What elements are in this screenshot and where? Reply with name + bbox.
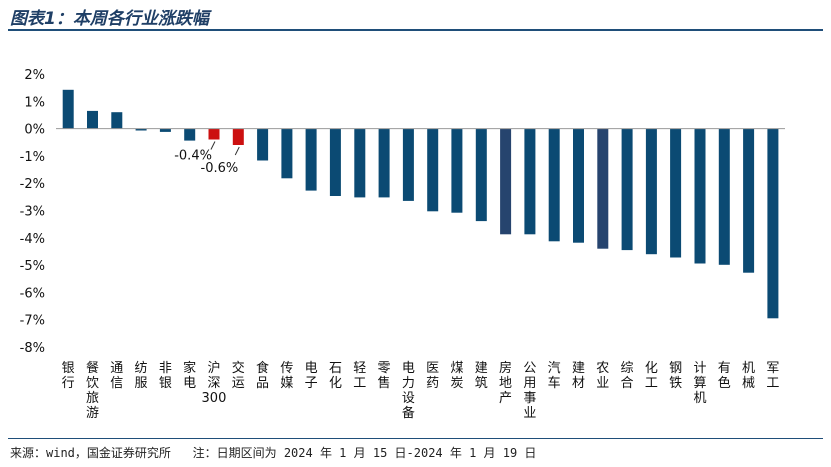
data-label: -0.6% <box>201 161 239 176</box>
category-label: 机械 <box>742 361 755 391</box>
category-label: 计算机 <box>693 361 706 406</box>
category-label: 军工 <box>766 361 779 391</box>
y-tick-label: 0% <box>24 123 45 138</box>
bar-煤炭 <box>451 128 463 213</box>
bar-series <box>62 89 779 319</box>
category-label: 餐饮旅游 <box>86 360 99 421</box>
bar-建材 <box>573 128 584 243</box>
bar-轻工 <box>354 128 366 198</box>
category-label: 房地产 <box>499 360 512 406</box>
category-label: 家电 <box>183 360 196 391</box>
y-tick-label: -8% <box>20 341 45 356</box>
category-label: 钢铁 <box>669 361 682 391</box>
bar-非银 <box>159 128 171 132</box>
category-label: 传媒 <box>280 361 293 391</box>
category-label: 化工 <box>645 361 658 391</box>
bar-计算机 <box>694 128 706 264</box>
bar-食品 <box>257 128 269 161</box>
y-tick-label: -3% <box>20 205 45 220</box>
bar-机械 <box>743 128 755 273</box>
bar-化工 <box>645 128 657 255</box>
bar-沪深300 <box>208 128 220 140</box>
y-tick-label: -4% <box>20 232 45 247</box>
category-label: 非银 <box>159 361 172 391</box>
y-axis: 2% 1% 0% -1% -2% -3% -4% -5% -6% -7% -8% <box>20 68 45 356</box>
category-label: 银行 <box>62 361 75 391</box>
bar-家电 <box>184 128 196 141</box>
bar-建筑 <box>475 128 487 222</box>
bar-有色 <box>718 128 730 265</box>
bar-医药 <box>427 128 439 212</box>
category-label: 建材 <box>572 361 585 391</box>
category-label: 通信 <box>110 361 123 391</box>
y-tick-label: 1% <box>24 95 45 110</box>
bar-交运 <box>232 128 244 145</box>
chart-title: 图表1：本周各行业涨跌幅 <box>10 9 209 29</box>
data-labels: -0.4%-0.6% <box>174 141 240 176</box>
bar-餐饮旅游 <box>87 110 98 129</box>
y-tick-label: -6% <box>20 286 45 301</box>
y-tick-label: 2% <box>24 68 45 83</box>
bar-公用事业 <box>524 128 536 235</box>
bar-银行 <box>62 89 74 129</box>
bar-石化 <box>329 128 341 196</box>
bar-农业 <box>597 128 609 249</box>
category-label: 交运 <box>232 360 245 391</box>
y-tick-label: -2% <box>20 177 45 192</box>
category-label: 沪深 300 <box>202 360 227 406</box>
bar-综合 <box>621 128 633 251</box>
category-label: 综合 <box>621 361 634 391</box>
leader-line <box>210 141 216 150</box>
category-label: 医药 <box>426 361 439 391</box>
bar-汽车 <box>548 128 560 242</box>
source-note: 来源：wind，国金证券研究所 <box>10 446 171 460</box>
bar-通信 <box>111 112 123 129</box>
category-label: 纺服 <box>135 361 148 391</box>
y-tick-label: -1% <box>20 150 45 165</box>
footer-divider <box>8 438 823 439</box>
y-tick-label: -7% <box>20 314 45 329</box>
category-label: 食品 <box>256 360 269 391</box>
bar-零售 <box>378 128 390 198</box>
bar-纺服 <box>135 128 147 131</box>
category-label: 石化 <box>329 361 342 391</box>
category-label: 汽车 <box>548 361 561 391</box>
bar-电子 <box>305 128 317 191</box>
category-label: 公用事业 <box>523 361 536 421</box>
category-label: 农业 <box>596 361 609 391</box>
category-label: 轻工 <box>353 361 366 391</box>
bar-房地产 <box>500 128 512 235</box>
leader-line <box>234 146 240 156</box>
data-label: -0.4% <box>174 149 212 164</box>
category-label: 有色 <box>718 361 731 391</box>
title-divider <box>8 29 823 31</box>
category-label: 建筑 <box>475 361 488 391</box>
bar-传媒 <box>281 128 293 179</box>
date-note: 注：日期区间为 2024 年 1 月 15 日-2024 年 1 月 19 日 <box>192 446 537 460</box>
footer: 来源：wind，国金证券研究所 注：日期区间为 2024 年 1 月 15 日-… <box>10 444 536 461</box>
y-tick-label: -5% <box>20 259 45 274</box>
bar-电力设备 <box>402 128 414 201</box>
bar-钢铁 <box>670 128 682 258</box>
category-label: 煤炭 <box>450 361 463 391</box>
category-label: 电力设备 <box>402 361 415 421</box>
category-label: 电子 <box>305 361 318 391</box>
bar-军工 <box>767 128 779 319</box>
category-label: 零售 <box>378 361 391 391</box>
